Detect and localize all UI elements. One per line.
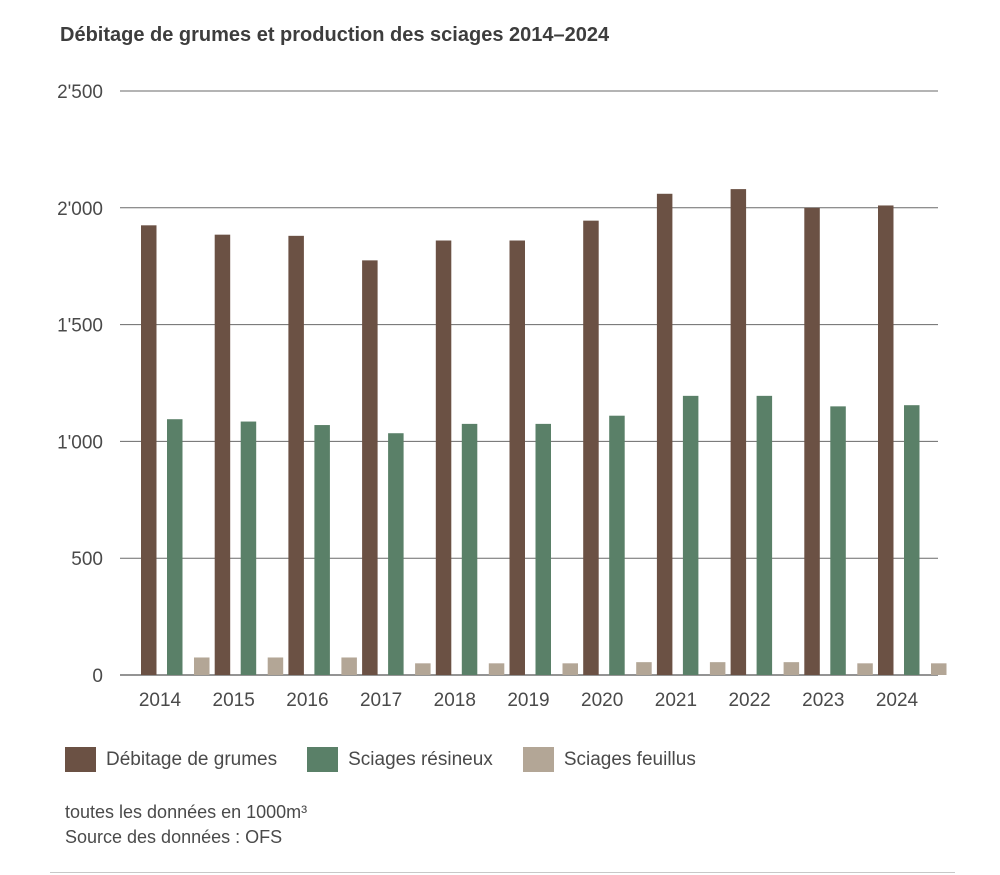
bar-sciages-r-sineux-2018 — [461, 423, 478, 675]
units-note: toutes les données en 1000m³ — [65, 802, 308, 822]
legend-label-debitage: Débitage de grumes — [106, 748, 278, 770]
legend-item-feuillus: Sciages feuillus — [522, 747, 696, 772]
bar-d-bitage-de-grumes-2020 — [583, 220, 599, 675]
bar-sciages-feuillus-2022 — [783, 662, 800, 675]
bar-chart: 0 500 1'000 1'500 2'000 2'500 2014 2015 2016 2017… — [57, 82, 947, 711]
y-tick-label: 0 — [92, 666, 103, 687]
bar-sciages-r-sineux-2014 — [167, 419, 183, 675]
legend-item-debitage: Débitage de grumes — [65, 747, 277, 772]
legend-label-feuillus: Sciages feuillus — [563, 748, 696, 770]
x-tick-label: 2015 — [213, 690, 255, 711]
legend-swatch-debitage — [65, 747, 96, 772]
y-tick-label: 500 — [71, 549, 103, 570]
bar-sciages-r-sineux-2015 — [240, 421, 257, 675]
y-tick-label: 1'500 — [57, 316, 103, 337]
bar-d-bitage-de-grumes-2016 — [288, 235, 304, 675]
x-tick-label: 2019 — [507, 690, 549, 711]
bar-sciages-feuillus-2023 — [857, 663, 873, 675]
bar-d-bitage-de-grumes-2022 — [730, 189, 747, 675]
legend-label-resineux: Sciages résineux — [348, 748, 493, 770]
x-tick-label: 2024 — [876, 690, 919, 711]
y-tick-label: 2'500 — [57, 82, 103, 103]
chart-notes: toutes les données en 1000m³ Source des … — [65, 800, 307, 850]
bar-d-bitage-de-grumes-2023 — [804, 207, 820, 676]
x-tick-label: 2017 — [360, 690, 402, 711]
bar-sciages-feuillus-2020 — [636, 662, 652, 675]
bar-d-bitage-de-grumes-2014 — [141, 225, 157, 675]
x-tick-label: 2020 — [581, 690, 623, 711]
bar-sciages-feuillus-2014 — [194, 657, 210, 675]
legend-item-resineux: Sciages résineux — [307, 747, 493, 772]
bar-sciages-r-sineux-2021 — [682, 395, 699, 675]
x-tick-label: 2022 — [728, 690, 770, 711]
x-tick-label: 2016 — [286, 690, 328, 711]
bar-d-bitage-de-grumes-2024 — [878, 205, 894, 676]
bar-d-bitage-de-grumes-2019 — [509, 240, 525, 675]
x-tick-label: 2021 — [655, 690, 697, 711]
bar-sciages-r-sineux-2020 — [609, 415, 625, 675]
bar-sciages-r-sineux-2024 — [904, 405, 920, 675]
bar-sciages-r-sineux-2023 — [830, 406, 846, 675]
chart-legend: Débitage de grumes Sciages résineux Scia… — [65, 747, 726, 772]
x-tick-label: 2023 — [802, 690, 844, 711]
bar-sciages-r-sineux-2016 — [314, 425, 330, 675]
bar-sciages-feuillus-2019 — [562, 663, 578, 675]
bar-sciages-feuillus-2015 — [267, 657, 284, 675]
y-tick-label: 2'000 — [57, 199, 103, 220]
x-tick-label: 2014 — [139, 690, 182, 711]
bar-sciages-r-sineux-2017 — [388, 433, 404, 675]
bar-sciages-feuillus-2024 — [931, 663, 947, 675]
legend-swatch-feuillus — [522, 747, 554, 772]
bar-sciages-r-sineux-2019 — [535, 423, 551, 675]
bar-sciages-feuillus-2016 — [341, 657, 357, 675]
bottom-divider — [50, 872, 955, 873]
bar-sciages-feuillus-2018 — [488, 663, 505, 675]
bar-d-bitage-de-grumes-2015 — [214, 234, 231, 675]
bar-d-bitage-de-grumes-2021 — [656, 193, 673, 675]
bar-sciages-r-sineux-2022 — [756, 395, 773, 675]
bar-sciages-feuillus-2017 — [415, 663, 431, 675]
legend-swatch-resineux — [307, 747, 339, 772]
chart-title: Débitage de grumes et production des sci… — [60, 24, 610, 46]
y-tick-label: 1'000 — [57, 432, 103, 453]
bar-sciages-feuillus-2021 — [709, 662, 726, 675]
x-tick-label: 2018 — [434, 690, 476, 711]
source-note: Source des données : OFS — [65, 827, 283, 847]
bar-d-bitage-de-grumes-2018 — [435, 240, 452, 675]
bar-d-bitage-de-grumes-2017 — [362, 260, 378, 675]
